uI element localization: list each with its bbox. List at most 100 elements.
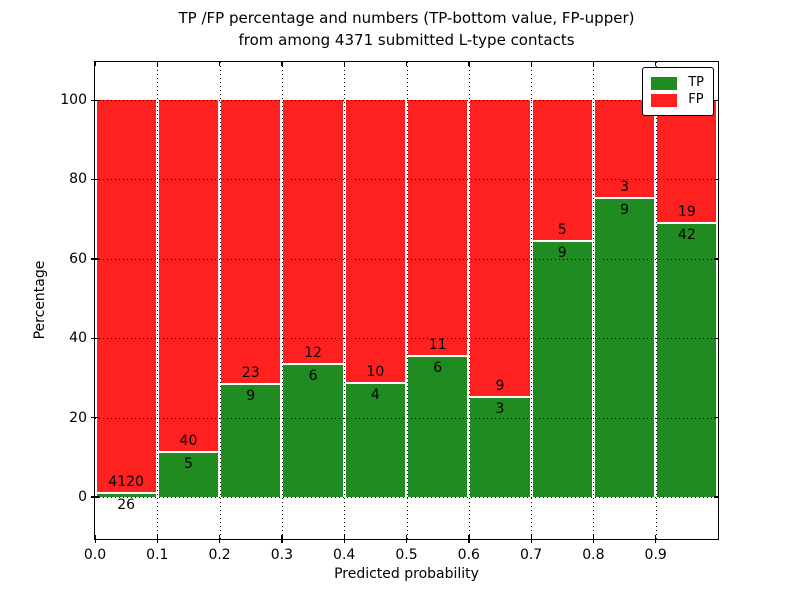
bar-fp-0.6-0.7 — [470, 100, 530, 398]
bar-fp-0.8-0.9 — [594, 100, 655, 200]
xtick-label-0.3: 0.3 — [270, 547, 294, 563]
chart-title-line1: TP /FP percentage and numbers (TP-bottom… — [178, 9, 635, 27]
bar-tp-0.6-0.7 — [470, 397, 530, 497]
ytick-right-20 — [714, 417, 718, 419]
legend-label-fp: FP — [688, 92, 704, 107]
ytick-left-100 — [91, 99, 99, 101]
gridline-x-0.1 — [157, 62, 159, 539]
ytick-right-80 — [714, 178, 718, 181]
bar-fp-count-0.5-0.6: 11 — [428, 336, 447, 353]
bar-tp-count-0.4-0.5: 4 — [370, 386, 380, 403]
xtick-label-0.2: 0.2 — [208, 547, 231, 563]
gridline-x-0.9 — [655, 62, 657, 539]
bar-tp-count-0.5-0.6: 6 — [433, 359, 443, 376]
gridline-x-0.2 — [219, 62, 221, 539]
bar-tp-0.7-0.8 — [532, 241, 592, 497]
bar-tp-count-0.2-0.3: 9 — [246, 388, 256, 405]
xtick-label-0.1: 0.1 — [146, 547, 169, 563]
xtick-top-0.8 — [592, 62, 595, 66]
bar-fp-count-0.4-0.5: 10 — [366, 363, 385, 380]
ytick-left-80 — [91, 178, 99, 181]
gridline-x-0.5 — [406, 62, 408, 539]
legend-swatch-fp — [651, 93, 678, 107]
bar-tp-count-0.1-0.2: 5 — [183, 455, 193, 472]
bar-tp-count-0.9-1.0: 42 — [677, 226, 696, 243]
bar-tp-count-0.8-0.9: 9 — [620, 202, 629, 219]
xtick-top-0.2 — [219, 62, 221, 66]
xtick-bottom-0.1 — [156, 535, 159, 543]
bar-tp-0.2-0.3 — [221, 385, 281, 497]
ytick-left-0 — [91, 496, 99, 498]
legend-swatch-tp — [651, 76, 678, 90]
legend-item-fp: FP — [651, 93, 704, 107]
xtick-bottom-0.5 — [406, 535, 408, 543]
xtick-label-0.8: 0.8 — [582, 547, 605, 563]
bar-tp-count-0.3-0.4: 6 — [308, 367, 318, 384]
xtick-bottom-0.7 — [530, 535, 532, 543]
ytick-label-0: 0 — [78, 488, 87, 505]
bar-tp-count-0.0-0.1: 26 — [117, 497, 136, 514]
ytick-right-40 — [714, 337, 718, 339]
bar-fp-count-0.8-0.9: 3 — [620, 179, 629, 196]
xtick-label-0.4: 0.4 — [333, 547, 356, 563]
ytick-label-40: 40 — [69, 330, 87, 347]
bar-tp-0.8-0.9 — [594, 199, 655, 497]
xtick-bottom-0.4 — [343, 535, 345, 543]
ytick-left-40 — [91, 337, 99, 339]
bar-fp-count-0.0-0.1: 4120 — [108, 474, 144, 491]
xtick-label-0.6: 0.6 — [457, 547, 480, 563]
gridline-x-0.3 — [281, 62, 283, 539]
bar-fp-count-0.9-1.0: 19 — [677, 203, 696, 220]
bar-fp-0.4-0.5 — [345, 100, 405, 384]
y-axis-label: Percentage — [32, 260, 48, 340]
bar-fp-count-0.2-0.3: 23 — [241, 365, 260, 382]
xtick-top-0.7 — [530, 62, 532, 66]
bar-tp-0.3-0.4 — [283, 364, 343, 497]
xtick-bottom-0.3 — [281, 535, 283, 543]
ytick-label-80: 80 — [69, 171, 87, 188]
gridline-x-0.6 — [468, 62, 470, 539]
ytick-right-0 — [714, 496, 718, 498]
bar-fp-0.0-0.1 — [96, 100, 156, 495]
plot-area: TP FP 4120 26 40 5 23 9 12 6 10 4 11 6 9 3 5 9 3 9 19 42 0 20 4… — [60, 61, 719, 563]
legend-item-tp: TP — [651, 76, 704, 90]
legend: TP FP — [642, 67, 714, 116]
ytick-right-100 — [714, 99, 718, 101]
ytick-left-60 — [91, 258, 99, 260]
chart-title-line2: from among 4371 submitted L-type contact… — [238, 31, 575, 49]
ytick-label-20: 20 — [69, 409, 87, 426]
bar-tp-0.0-0.1 — [96, 494, 156, 497]
ytick-label-60: 60 — [69, 250, 87, 267]
xtick-label-0.7: 0.7 — [519, 547, 543, 563]
gridline-x-0.7 — [531, 62, 533, 539]
xtick-top-0.3 — [281, 62, 283, 66]
bar-fp-count-0.3-0.4: 12 — [304, 344, 322, 361]
xtick-top-0.4 — [343, 62, 345, 66]
xtick-top-0.9 — [655, 62, 657, 66]
xtick-bottom-0.9 — [655, 535, 657, 543]
gridline-x-0.8 — [593, 62, 595, 539]
bar-fp-0.7-0.8 — [532, 100, 592, 242]
xtick-label-0.9: 0.9 — [644, 547, 667, 563]
ytick-left-20 — [91, 417, 99, 419]
xtick-top-0.0 — [94, 62, 96, 66]
xtick-bottom-0.6 — [468, 535, 470, 543]
xtick-top-0.1 — [156, 62, 159, 66]
legend-label-tp: TP — [688, 75, 704, 90]
xtick-bottom-0.8 — [592, 535, 595, 543]
gridline-x-0.4 — [344, 62, 346, 539]
x-axis-label: Predicted probability — [334, 566, 479, 582]
bar-tp-0.4-0.5 — [345, 383, 405, 497]
bar-fp-count-0.1-0.2: 40 — [179, 432, 198, 449]
xtick-bottom-0.2 — [219, 535, 221, 543]
bar-fp-count-0.6-0.7: 9 — [495, 377, 505, 394]
ytick-label-100: 100 — [60, 92, 87, 109]
xtick-label-0.5: 0.5 — [395, 547, 418, 563]
bar-fp-0.5-0.6 — [408, 100, 468, 357]
bar-fp-0.3-0.4 — [283, 100, 343, 365]
bar-fp-count-0.7-0.8: 5 — [557, 221, 567, 238]
bar-tp-0.1-0.2 — [158, 452, 219, 497]
bar-fp-0.1-0.2 — [158, 100, 219, 453]
xtick-bottom-0.0 — [94, 535, 96, 543]
